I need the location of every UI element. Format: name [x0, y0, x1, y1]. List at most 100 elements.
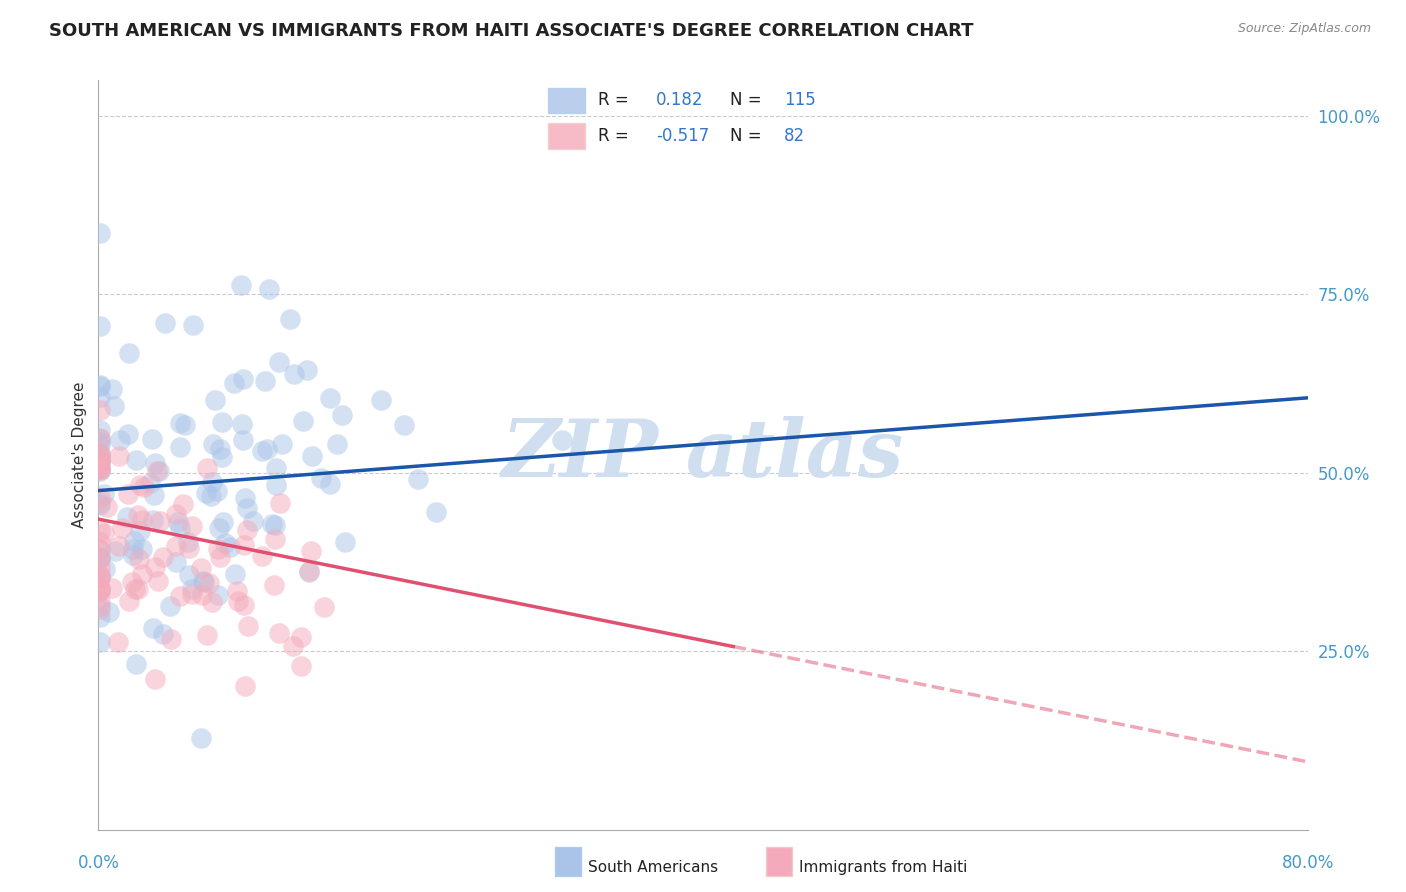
Point — [125, 657, 148, 672]
Point — [134, 480, 156, 494]
Point — [89, 635, 111, 649]
Point — [89, 464, 111, 478]
Point — [141, 432, 163, 446]
Point — [312, 600, 335, 615]
Point — [219, 541, 242, 555]
Point — [169, 520, 191, 534]
Point — [142, 621, 165, 635]
Point — [89, 535, 111, 549]
Point — [208, 521, 231, 535]
Point — [180, 582, 202, 597]
Point — [129, 478, 152, 492]
Point — [117, 426, 139, 441]
Point — [209, 442, 232, 457]
Point — [298, 564, 321, 578]
Point — [193, 574, 215, 589]
Point — [108, 539, 131, 553]
Point — [266, 460, 288, 475]
Point — [101, 581, 124, 595]
Point — [190, 561, 212, 575]
Text: SOUTH AMERICAN VS IMMIGRANTS FROM HAITI ASSOCIATE'S DEGREE CORRELATION CHART: SOUTH AMERICAN VS IMMIGRANTS FROM HAITI … — [49, 22, 974, 40]
Point — [89, 543, 111, 558]
Point — [250, 443, 273, 458]
Point — [131, 541, 153, 556]
Point — [145, 673, 167, 687]
Point — [89, 448, 111, 462]
Text: South Americans: South Americans — [588, 861, 718, 875]
Point — [177, 568, 200, 582]
Point — [89, 496, 111, 510]
Point — [89, 550, 111, 565]
Point — [108, 433, 131, 447]
Point — [180, 518, 202, 533]
Point — [299, 544, 322, 558]
Text: ZIP atlas: ZIP atlas — [502, 417, 904, 493]
Point — [127, 582, 149, 596]
Point — [309, 471, 332, 485]
FancyBboxPatch shape — [548, 88, 585, 113]
Point — [89, 435, 111, 450]
Point — [89, 551, 111, 566]
Point — [89, 390, 111, 404]
Point — [89, 543, 111, 558]
Point — [143, 559, 166, 574]
Point — [290, 658, 312, 673]
Point — [93, 526, 115, 541]
Point — [89, 457, 111, 471]
Point — [89, 524, 111, 538]
Point — [242, 515, 264, 529]
Text: 115: 115 — [785, 91, 815, 109]
Point — [165, 555, 187, 569]
Point — [89, 454, 111, 468]
Point — [122, 548, 145, 562]
Point — [169, 416, 191, 430]
Point — [149, 514, 172, 528]
Point — [202, 437, 225, 451]
Point — [195, 486, 218, 500]
Point — [264, 518, 287, 533]
Point — [89, 582, 111, 597]
Point — [179, 541, 201, 555]
Point — [165, 539, 187, 553]
Point — [155, 316, 177, 330]
Point — [236, 500, 259, 515]
Point — [200, 489, 222, 503]
FancyBboxPatch shape — [548, 123, 585, 149]
Point — [204, 392, 226, 407]
Point — [146, 574, 169, 589]
Text: Source: ZipAtlas.com: Source: ZipAtlas.com — [1237, 22, 1371, 36]
Point — [267, 626, 290, 640]
Text: Immigrants from Haiti: Immigrants from Haiti — [799, 861, 967, 875]
Point — [292, 414, 315, 428]
Point — [283, 368, 305, 382]
Text: 0.182: 0.182 — [655, 91, 703, 109]
Point — [271, 437, 294, 451]
Point — [89, 560, 111, 574]
Point — [333, 534, 356, 549]
Point — [425, 505, 447, 519]
Point — [224, 566, 246, 581]
Point — [131, 513, 153, 527]
Point — [160, 632, 183, 647]
Point — [89, 599, 111, 613]
Text: -0.517: -0.517 — [655, 127, 709, 145]
Point — [231, 417, 253, 431]
Point — [301, 450, 323, 464]
Point — [89, 377, 111, 392]
Point — [195, 628, 218, 642]
Point — [232, 433, 254, 447]
Point — [232, 371, 254, 385]
Point — [93, 486, 115, 500]
Point — [111, 521, 134, 535]
Point — [370, 392, 392, 407]
Point — [89, 432, 111, 446]
Point — [263, 532, 285, 546]
Point — [124, 582, 146, 596]
Point — [298, 565, 321, 579]
Point — [131, 567, 153, 582]
Point — [89, 570, 111, 584]
Point — [326, 437, 349, 451]
Point — [152, 627, 174, 641]
Point — [89, 461, 111, 475]
Point — [121, 574, 143, 589]
